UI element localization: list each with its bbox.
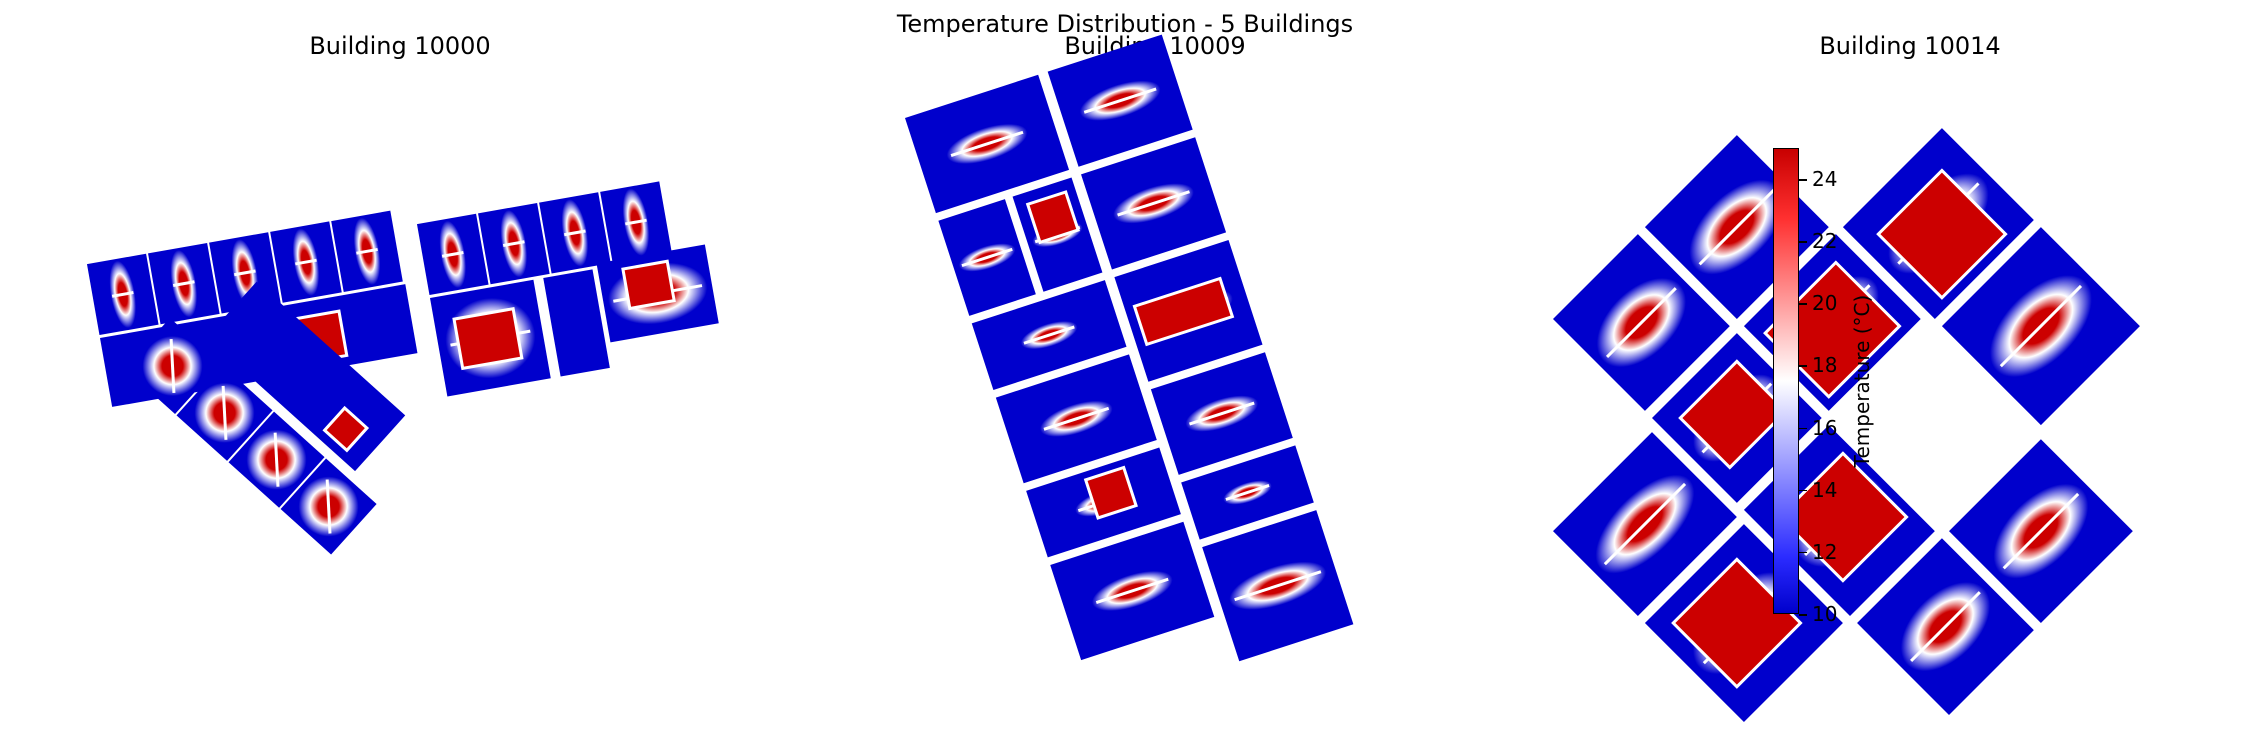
colorbar-tick-label: 18 bbox=[1812, 353, 1838, 378]
colorbar-tick bbox=[1799, 427, 1807, 430]
colorbar-tick-label: 14 bbox=[1812, 477, 1838, 502]
room-cell bbox=[938, 199, 1036, 316]
colorbar-tick bbox=[1799, 179, 1807, 181]
room-cell bbox=[543, 269, 610, 377]
room-cell bbox=[331, 210, 403, 292]
room-cell bbox=[148, 242, 220, 325]
colorbar-tick bbox=[1799, 303, 1807, 305]
building-10014-panel: Building 10014 bbox=[1530, 28, 2250, 748]
building-wing bbox=[416, 181, 719, 397]
room-cell bbox=[478, 202, 550, 285]
panel-title: Building 10014 bbox=[1819, 32, 2001, 60]
hot-zone bbox=[452, 306, 524, 371]
colorbar-tick-label: 22 bbox=[1812, 229, 1838, 254]
hot-zone bbox=[1678, 359, 1789, 470]
building-10000-heatmap bbox=[86, 181, 719, 555]
colorbar-tick-label: 24 bbox=[1812, 167, 1838, 192]
building-10014-heatmap bbox=[1553, 128, 2140, 723]
colorbar-tick-label: 10 bbox=[1812, 602, 1838, 626]
room-cell bbox=[600, 181, 672, 263]
figure-title: Temperature Distribution - 5 Buildings bbox=[896, 10, 1354, 38]
room-cell bbox=[1047, 34, 1193, 167]
room-cell bbox=[1081, 137, 1227, 270]
hot-zone bbox=[322, 405, 370, 453]
colorbar-tick bbox=[1799, 241, 1807, 243]
building-10009-panel: Building 10009 bbox=[775, 28, 1535, 748]
hot-zone bbox=[1876, 168, 2008, 300]
room-cell bbox=[1050, 521, 1215, 661]
courtyard bbox=[1821, 389, 1879, 447]
room-cell bbox=[416, 213, 489, 296]
hot-zone bbox=[1083, 465, 1138, 520]
room-cell bbox=[1150, 352, 1293, 475]
colorbar-tick bbox=[1799, 365, 1807, 367]
room-cell bbox=[995, 354, 1157, 484]
room-cell bbox=[124, 318, 221, 415]
colorbar-tick-label: 12 bbox=[1812, 539, 1838, 564]
colorbar-tick bbox=[1799, 551, 1807, 554]
hot-zone bbox=[621, 259, 676, 311]
colorbar-tick bbox=[1799, 489, 1807, 492]
hot-zone bbox=[1777, 451, 1909, 583]
colorbar bbox=[1773, 148, 1799, 614]
colorbar-tick-label: 20 bbox=[1812, 291, 1838, 316]
room-cell bbox=[539, 192, 611, 274]
room-cell bbox=[270, 221, 342, 303]
room-cell bbox=[1857, 538, 2034, 715]
building-10000-panel: Building 10000 bbox=[20, 28, 780, 748]
colorbar-tick-label: 16 bbox=[1812, 415, 1838, 440]
room-cell bbox=[905, 74, 1070, 214]
hot-zone bbox=[1025, 190, 1080, 245]
room-cell bbox=[971, 280, 1127, 391]
building-body bbox=[1553, 128, 2140, 723]
room-cell bbox=[176, 364, 273, 461]
colorbar-tick bbox=[1799, 614, 1807, 616]
building-body bbox=[905, 34, 1354, 662]
building-10009-heatmap bbox=[905, 34, 1354, 662]
room-cell bbox=[1941, 227, 2140, 426]
room-cell bbox=[280, 458, 377, 555]
room-cell bbox=[1181, 445, 1314, 540]
room-cell bbox=[1202, 510, 1354, 662]
hot-zone bbox=[1132, 276, 1235, 347]
room-cell bbox=[86, 253, 159, 336]
colorbar-label: Temperature (°C) bbox=[1850, 294, 1874, 468]
room-cell bbox=[228, 411, 325, 508]
hot-zone bbox=[1671, 557, 1803, 689]
panel-title: Building 10000 bbox=[309, 32, 491, 60]
building-wing bbox=[124, 281, 406, 555]
room-cell bbox=[1553, 234, 1730, 411]
room-cell bbox=[1553, 432, 1737, 616]
